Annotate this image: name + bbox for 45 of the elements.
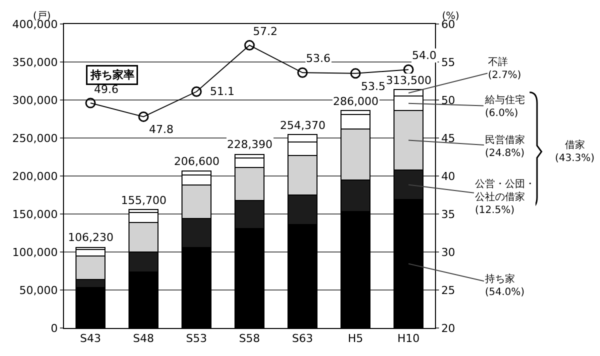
x-tick-label: H5 xyxy=(348,332,364,346)
data-label: 54.0 xyxy=(412,49,436,62)
text: 給与住宅 (6.0%) xyxy=(484,94,525,119)
y2-axis-title: (%) xyxy=(442,11,460,22)
y-tick-label: 300,000 xyxy=(12,94,58,107)
x-tick-label: S48 xyxy=(133,332,154,346)
y2-tick-label: 35 xyxy=(441,208,456,221)
y-tick-label: 100,000 xyxy=(12,246,58,259)
text: 民営借家 (24.8%) xyxy=(485,134,525,159)
y-tick-label: 150,000 xyxy=(12,208,58,221)
x-tick-label: S63 xyxy=(292,332,313,346)
text: 公営・公団・公社の借家 (12.5%) xyxy=(475,178,535,216)
y-tick-label: 0 xyxy=(50,322,58,335)
y2-tick-label: 45 xyxy=(441,132,456,145)
total-label: 106,230 xyxy=(68,231,114,244)
text: 不詳 (2.7%) xyxy=(488,56,522,81)
text: 借家 (43.3%) xyxy=(555,139,595,164)
data-label: 53.6 xyxy=(306,52,330,65)
series-label: 持ち家率 xyxy=(90,68,134,82)
data-label: 53.5 xyxy=(361,80,386,93)
y-tick-label: 350,000 xyxy=(12,56,58,69)
y-tick-label: 250,000 xyxy=(12,132,58,145)
total-label: 254,370 xyxy=(280,119,326,132)
data-label: 49.6 xyxy=(94,83,118,96)
x-tick-label: H10 xyxy=(397,332,420,346)
y2-tick-label: 25 xyxy=(441,284,456,297)
total-label: 313,500 xyxy=(386,74,432,87)
x-tick-label: S53 xyxy=(186,332,207,346)
y-tick-label: 200,000 xyxy=(12,170,58,183)
total-label: 206,600 xyxy=(174,155,220,168)
y2-tick-label: 20 xyxy=(441,322,456,335)
y2-tick-label: 30 xyxy=(441,246,456,259)
y2-tick-label: 50 xyxy=(441,94,456,107)
total-label: 228,390 xyxy=(227,138,272,151)
total-label: 286,000 xyxy=(333,95,378,108)
x-tick-label: S43 xyxy=(80,332,101,346)
x-tick-label: S58 xyxy=(239,332,260,346)
y2-tick-label: 55 xyxy=(441,56,456,69)
data-label: 57.2 xyxy=(253,25,278,38)
text: 持ち家 (54.0%) xyxy=(485,273,525,298)
data-label: 47.8 xyxy=(149,123,174,136)
y2-tick-label: 40 xyxy=(441,170,456,183)
y-tick-label: 50,000 xyxy=(19,284,58,297)
total-label: 155,700 xyxy=(121,194,166,207)
data-label: 51.1 xyxy=(210,85,234,98)
